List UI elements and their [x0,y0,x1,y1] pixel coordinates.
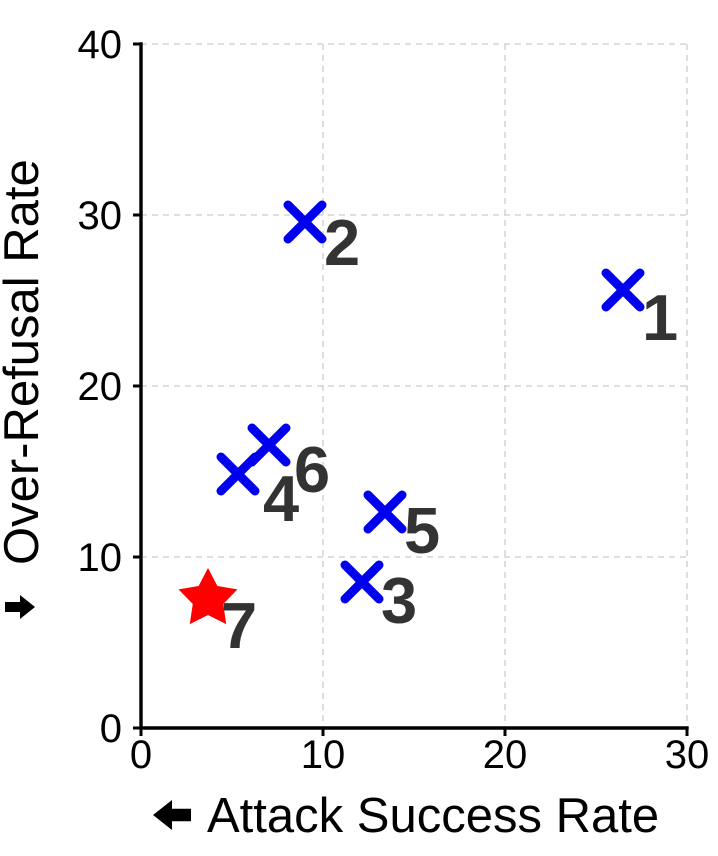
svg-text:Over-Refusal Rate: Over-Refusal Rate [0,159,49,565]
svg-text:40: 40 [78,23,123,67]
svg-text:0: 0 [130,733,152,777]
svg-text:2: 2 [324,206,360,279]
svg-text:6: 6 [294,433,330,506]
svg-text:30: 30 [665,733,710,777]
svg-text:3: 3 [381,564,417,637]
svg-text:10: 10 [78,536,123,580]
svg-text:7: 7 [221,589,257,662]
svg-text:1: 1 [642,281,678,354]
svg-text:0: 0 [100,707,122,751]
svg-text:10: 10 [301,733,346,777]
svg-text:20: 20 [78,365,123,409]
svg-text:5: 5 [404,494,440,567]
svg-text:30: 30 [78,194,123,238]
svg-text:20: 20 [483,733,528,777]
svg-text:Attack Success Rate: Attack Success Rate [207,789,659,843]
